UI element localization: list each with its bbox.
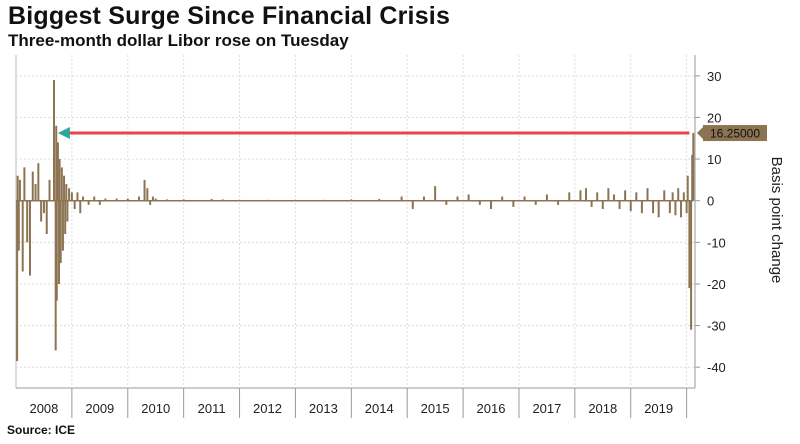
grid bbox=[15, 55, 696, 389]
x-tick-label: 2015 bbox=[421, 401, 450, 416]
x-tick-label: 2010 bbox=[141, 401, 170, 416]
y-tick-label: 20 bbox=[707, 110, 721, 125]
x-tick-label: 2011 bbox=[198, 401, 226, 416]
chart-subtitle: Three-month dollar Libor rose on Tuesday bbox=[8, 31, 349, 50]
y-tick-label: -30 bbox=[707, 319, 726, 334]
y-tick-label: -20 bbox=[707, 277, 726, 292]
y-tick-label: -10 bbox=[707, 235, 726, 250]
source-note: Source: ICE bbox=[7, 423, 76, 437]
x-tick-label: 2008 bbox=[29, 401, 58, 416]
y-axis: 30 20 10 0 -10 -20 -30 -40 bbox=[695, 69, 726, 375]
annotation-arrowhead bbox=[57, 127, 70, 140]
y-axis-label: Basis point change bbox=[768, 157, 785, 284]
x-tick-label: 2017 bbox=[532, 401, 561, 416]
y-tick-label: -40 bbox=[707, 360, 726, 375]
x-tick-label: 2013 bbox=[309, 401, 338, 416]
y-tick-label: 30 bbox=[707, 69, 721, 84]
x-tick-label: 2012 bbox=[253, 401, 282, 416]
chart-title: Biggest Surge Since Financial Crisis bbox=[8, 2, 451, 30]
y-tick-label: 10 bbox=[707, 152, 721, 167]
last-value-pointer bbox=[697, 127, 703, 140]
x-tick-label: 2019 bbox=[644, 401, 673, 416]
series-bars bbox=[16, 79, 695, 361]
last-value-label: 16.25000 bbox=[710, 127, 760, 141]
annotation: 16.25000 bbox=[57, 125, 767, 142]
last-value-box bbox=[703, 125, 767, 142]
x-tick-label: 2018 bbox=[588, 401, 617, 416]
y-tick-label: 0 bbox=[707, 194, 714, 209]
x-axis: 2008 2009 2010 2011 2012 2013 2014 2015 2016 2017… bbox=[29, 388, 688, 418]
x-tick-label: 2009 bbox=[85, 401, 114, 416]
x-tick-label: 2016 bbox=[477, 401, 506, 416]
x-tick-label: 2014 bbox=[365, 401, 394, 416]
